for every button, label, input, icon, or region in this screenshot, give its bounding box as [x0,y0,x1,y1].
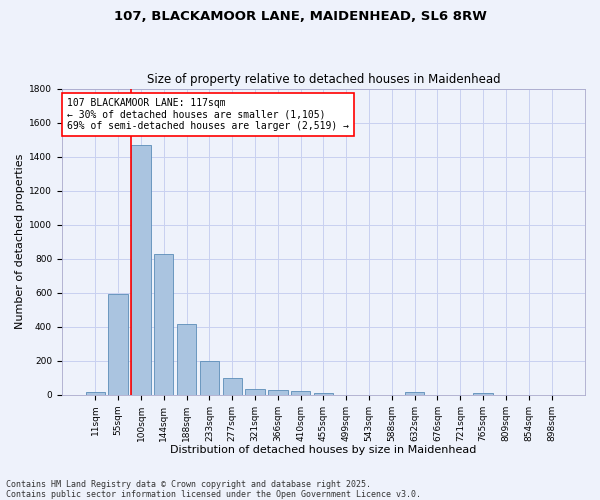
Bar [245,389,265,394]
Text: Contains HM Land Registry data © Crown copyright and database right 2025.
Contai: Contains HM Land Registry data © Crown c… [6,480,421,499]
Bar [131,144,151,394]
Bar [314,393,333,394]
Bar [291,392,310,394]
Bar [473,393,493,394]
Bar [109,294,128,394]
Y-axis label: Number of detached properties: Number of detached properties [15,154,25,330]
Bar [268,390,287,394]
Bar [154,254,173,394]
Bar [200,360,219,394]
Title: Size of property relative to detached houses in Maidenhead: Size of property relative to detached ho… [146,73,500,86]
X-axis label: Distribution of detached houses by size in Maidenhead: Distribution of detached houses by size … [170,445,476,455]
Bar [405,392,424,394]
Bar [86,392,105,394]
Text: 107, BLACKAMOOR LANE, MAIDENHEAD, SL6 8RW: 107, BLACKAMOOR LANE, MAIDENHEAD, SL6 8R… [113,10,487,23]
Text: 107 BLACKAMOOR LANE: 117sqm
← 30% of detached houses are smaller (1,105)
69% of : 107 BLACKAMOOR LANE: 117sqm ← 30% of det… [67,98,349,131]
Bar [177,324,196,394]
Bar [223,378,242,394]
